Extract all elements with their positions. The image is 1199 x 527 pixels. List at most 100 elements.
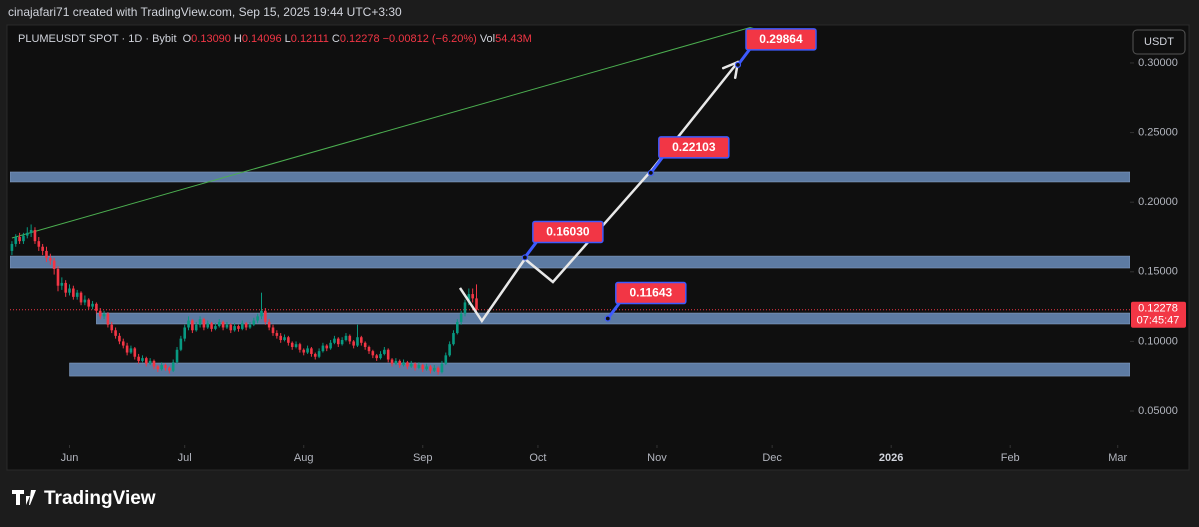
- candle-body: [363, 342, 367, 347]
- candle-body: [271, 327, 275, 334]
- candle-body: [187, 320, 190, 328]
- candle-body: [160, 365, 163, 370]
- annotation-label: 0.22103: [672, 140, 716, 154]
- y-tick-label: 0.25000: [1138, 126, 1178, 138]
- candle-body: [106, 313, 110, 325]
- logo: [12, 490, 36, 505]
- candle-body: [141, 358, 144, 361]
- ohlc-value: 0.12278: [339, 33, 380, 45]
- candle-body: [18, 236, 21, 242]
- candle-body: [429, 366, 432, 371]
- candle-body: [394, 360, 398, 364]
- candle-body: [49, 257, 52, 261]
- candle-body: [329, 342, 332, 349]
- y-tick-label: 0.15000: [1138, 266, 1178, 278]
- candle-body: [444, 355, 448, 364]
- candle-body: [29, 230, 33, 233]
- y-tick-label: 0.20000: [1138, 196, 1178, 208]
- candle-body: [37, 241, 41, 247]
- candle-body: [333, 338, 336, 343]
- x-tick-label: Dec: [762, 452, 782, 464]
- candle-body: [409, 363, 413, 367]
- volume-label: Vol: [479, 33, 496, 45]
- x-tick-label: 2026: [879, 452, 903, 464]
- candle-body: [290, 342, 294, 347]
- candle-body: [471, 294, 474, 299]
- ohlc-value: 0.14096: [241, 33, 282, 45]
- annotation-label: 0.16030: [546, 225, 590, 239]
- candle-body: [225, 324, 229, 328]
- candle-body: [110, 324, 114, 331]
- candle-body: [344, 335, 348, 341]
- candle-body: [102, 313, 106, 317]
- candle-body: [256, 316, 259, 321]
- change: −0.00812 (−6.20%): [382, 33, 477, 45]
- candle-body: [191, 320, 194, 331]
- candle-body: [164, 365, 167, 368]
- candle-body: [171, 362, 175, 371]
- candle-body: [233, 326, 236, 331]
- candle-body: [390, 359, 394, 364]
- candle-body: [436, 367, 440, 373]
- candle-body: [98, 310, 102, 317]
- currency[interactable]: USDT: [1144, 36, 1174, 48]
- candle-body: [52, 260, 56, 270]
- annotation-box: [745, 28, 817, 51]
- candle-body: [283, 337, 286, 341]
- candle-body: [14, 236, 18, 244]
- candle-body: [118, 335, 121, 342]
- ohlc-value: 0.13090: [191, 33, 231, 45]
- candle-body: [275, 333, 279, 336]
- candle-body: [267, 321, 271, 328]
- candle-body: [198, 319, 202, 325]
- candle-body: [406, 362, 409, 367]
- y-tick-label: 0.05000: [1138, 405, 1178, 417]
- x-tick-label: Mar: [1108, 452, 1127, 464]
- candle-body: [360, 337, 363, 343]
- annotation-label: 0.29864: [759, 32, 803, 46]
- credit: cinajafari71 created with TradingView.co…: [8, 5, 402, 19]
- candle-body: [298, 344, 302, 350]
- chart-panel: [6, 24, 1190, 471]
- candle-body: [398, 360, 402, 366]
- candle-body: [356, 337, 359, 346]
- ohlc-label: C: [331, 33, 340, 45]
- candle-body: [202, 319, 206, 328]
- candle-body: [432, 367, 436, 371]
- candle-body: [421, 365, 425, 370]
- annotation-box: [532, 220, 604, 244]
- candle-body: [87, 299, 91, 307]
- x-tick-label: Nov: [647, 452, 667, 464]
- x-tick-label: Jul: [178, 452, 192, 464]
- candle-body: [310, 348, 313, 354]
- candle-body: [413, 363, 417, 368]
- candle-body: [448, 344, 451, 356]
- candle-body: [229, 324, 233, 331]
- y-tick-label: 0.30000: [1138, 57, 1178, 69]
- candle-body: [210, 323, 213, 329]
- last-price: 0.12278: [1138, 303, 1178, 315]
- annotation-point: [521, 254, 528, 261]
- candle-body: [10, 243, 14, 251]
- zone: [96, 312, 1130, 325]
- ohlc-label: H: [233, 33, 242, 45]
- candle-body: [168, 367, 171, 371]
- candle-body: [214, 326, 217, 329]
- candle-body: [129, 348, 133, 353]
- candle-body: [194, 324, 198, 331]
- candle-body: [425, 366, 428, 370]
- y-tick-label: 0.10000: [1138, 335, 1178, 347]
- annotation-box: [658, 136, 730, 159]
- candle-body: [352, 341, 355, 346]
- annotation-connector: [606, 301, 622, 320]
- candle-body: [25, 232, 29, 236]
- candle-body: [317, 351, 321, 357]
- candle-body: [367, 346, 371, 352]
- candle-body: [217, 321, 221, 327]
- annotation-connector: [649, 155, 665, 174]
- candle-body: [68, 288, 71, 293]
- currency-button[interactable]: [1132, 29, 1186, 55]
- candle-body: [206, 323, 210, 328]
